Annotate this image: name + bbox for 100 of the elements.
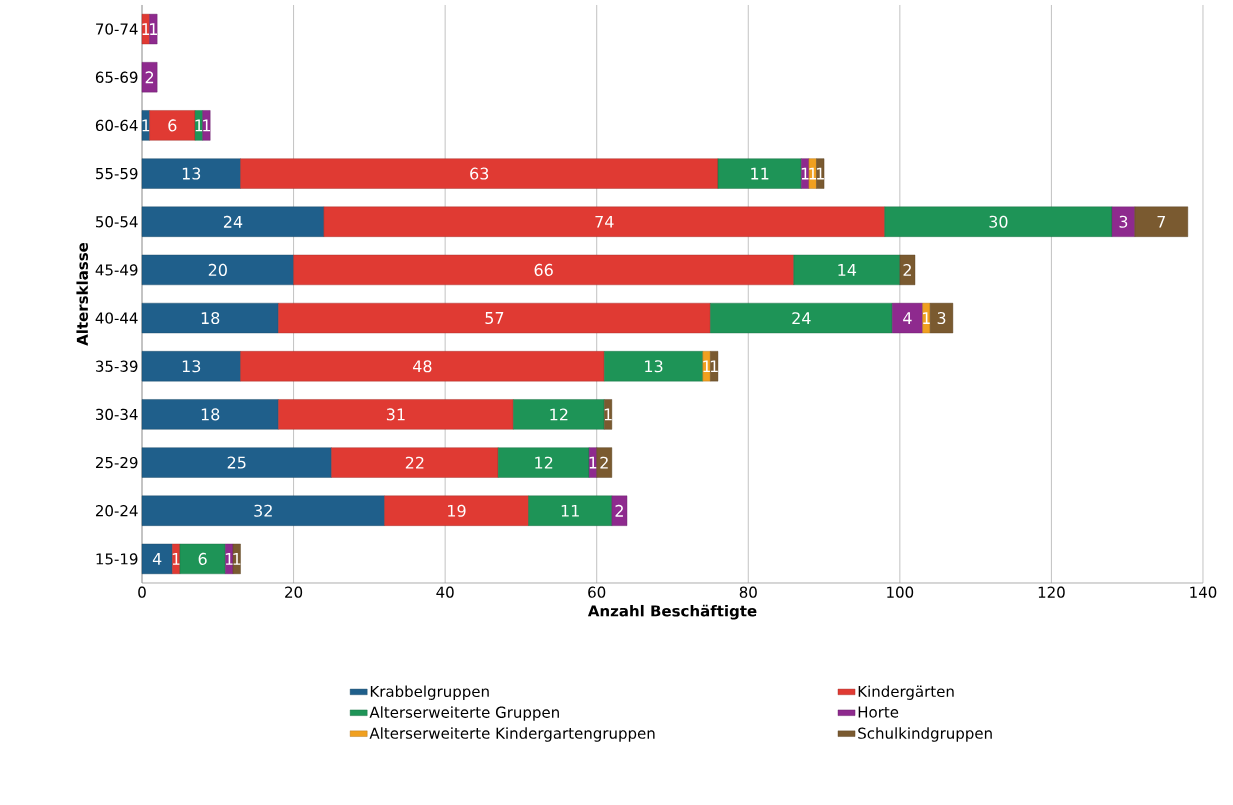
bar: [604, 399, 613, 430]
bar: [141, 206, 325, 237]
data-label: 1: [710, 360, 718, 373]
bar: [899, 254, 916, 286]
bar: [278, 302, 711, 334]
x-tick-label: 0: [138, 586, 146, 598]
bar: [141, 158, 241, 189]
bar: [141, 110, 150, 141]
data-label: 6: [168, 119, 177, 132]
y-tick-label: 50-54: [96, 216, 138, 228]
bar: [793, 254, 901, 286]
bar: [278, 399, 514, 430]
data-label: 4: [152, 553, 162, 565]
bar: [702, 351, 711, 382]
bar: [232, 543, 241, 575]
bar: [323, 206, 885, 237]
data-label: 63: [470, 167, 489, 180]
data-label: 13: [182, 167, 201, 180]
data-label: 74: [595, 215, 614, 228]
data-label: 31: [386, 408, 405, 421]
data-label: 30: [989, 215, 1008, 228]
data-label: 48: [413, 360, 432, 373]
data-label: 14: [838, 264, 857, 276]
bar: [588, 447, 597, 478]
data-label: 19: [448, 504, 466, 517]
data-label: 13: [182, 360, 201, 373]
bar: [611, 495, 628, 526]
bar: [929, 302, 954, 334]
data-label: 3: [937, 312, 946, 325]
bar: [710, 302, 893, 334]
data-label: 57: [485, 312, 504, 325]
bar: [1134, 206, 1189, 237]
y-tick-label: 30-34: [96, 408, 138, 421]
data-label: 7: [1157, 215, 1166, 228]
x-tick-label: 120: [1038, 586, 1065, 598]
data-label: 1: [923, 312, 930, 324]
bar: [149, 13, 158, 45]
bar: [293, 254, 794, 286]
y-tick-label: 55-59: [96, 167, 138, 180]
data-label: 6: [198, 552, 207, 565]
bar: [141, 302, 279, 334]
legend-label: Schulkindgruppen: [858, 727, 992, 742]
y-tick-label: 70-74: [96, 23, 138, 35]
bar: [141, 447, 332, 478]
y-tick-label: 40-44: [95, 312, 138, 324]
bar: [141, 399, 279, 430]
x-tick-label: 140: [1190, 586, 1217, 598]
data-label: 1: [809, 167, 817, 180]
y-axis-title: Altersklasse: [76, 242, 89, 346]
data-label: 1: [233, 553, 241, 565]
data-label: 11: [561, 504, 579, 517]
x-axis-title: Anzahl Beschäftigte: [587, 604, 757, 620]
x-tick-label: 60: [588, 586, 606, 598]
data-label: 1: [703, 360, 711, 373]
data-label: 1: [150, 23, 157, 35]
bar: [141, 13, 150, 45]
data-label: 3: [1119, 215, 1128, 228]
bar: [141, 62, 158, 93]
bar: [240, 351, 605, 382]
bar: [1111, 206, 1135, 237]
bar: [922, 302, 931, 334]
legend-label: Alterserweiterte Kindergartengruppen: [369, 727, 655, 742]
bar: [604, 351, 704, 382]
data-label: 22: [405, 456, 424, 469]
x-tick-label: 20: [285, 586, 303, 598]
bar: [141, 543, 173, 575]
y-tick-label: 65-69: [95, 71, 138, 83]
bar: [202, 110, 211, 141]
y-tick-label: 45-49: [95, 264, 138, 276]
y-tick-label: 20-24: [95, 505, 138, 517]
legend-label: Kindergärten: [858, 685, 954, 700]
bar: [710, 351, 719, 382]
y-tick-label: 15-19: [96, 553, 138, 565]
data-label: 1: [195, 119, 203, 132]
data-label: 66: [534, 263, 553, 276]
bar: [384, 495, 529, 526]
data-label: 18: [201, 312, 220, 325]
data-label: 2: [903, 263, 911, 276]
data-label: 32: [254, 504, 272, 517]
data-label: 2: [615, 504, 623, 517]
legend-label: Horte: [858, 706, 899, 718]
data-label: 18: [201, 408, 220, 421]
bar: [596, 447, 613, 478]
data-label: 20: [208, 263, 227, 276]
data-label: 25: [227, 456, 246, 469]
bar: [808, 158, 817, 189]
data-label: 1: [589, 456, 597, 469]
data-label: 1: [172, 553, 180, 565]
bar: [816, 158, 825, 189]
bar: [240, 158, 719, 189]
data-label: 1: [225, 553, 233, 565]
bar: [179, 543, 226, 575]
bar: [141, 495, 385, 526]
x-tick-label: 100: [887, 586, 914, 598]
y-tick-label: 25-29: [95, 456, 138, 469]
bar: [528, 495, 613, 526]
data-label: 2: [600, 456, 608, 469]
bar: [149, 110, 196, 141]
legend-label: Alterserweiterte Gruppen: [369, 706, 559, 721]
data-label: 1: [203, 119, 211, 132]
